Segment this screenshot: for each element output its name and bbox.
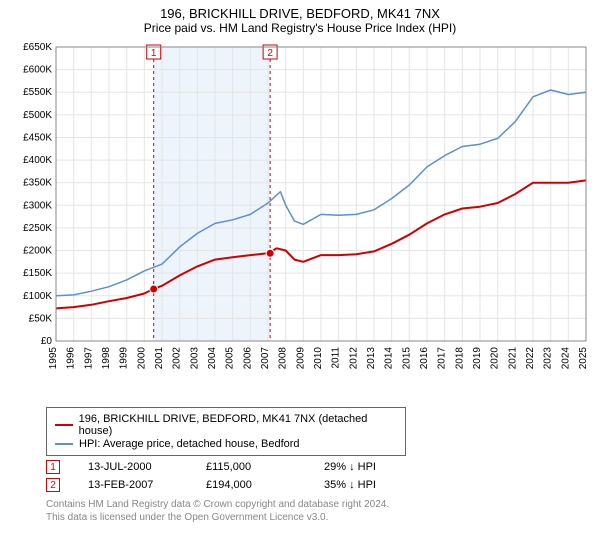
svg-text:2012: 2012	[348, 347, 359, 370]
svg-text:2009: 2009	[295, 347, 306, 370]
marker-table: 1 13-JUL-2000 £115,000 29% ↓ HPI 2 13-FE…	[46, 460, 590, 492]
svg-text:2001: 2001	[154, 347, 165, 370]
marker-price-2: £194,000	[206, 479, 296, 491]
svg-text:2023: 2023	[543, 347, 554, 370]
legend-label-property: 196, BRICKHILL DRIVE, BEDFORD, MK41 7NX …	[79, 413, 397, 437]
marker-delta-1: 29% ↓ HPI	[324, 461, 414, 473]
svg-text:2: 2	[267, 48, 273, 59]
svg-text:2014: 2014	[384, 347, 395, 370]
svg-text:1: 1	[151, 48, 157, 59]
chart-subtitle: Price paid vs. HM Land Registry's House …	[10, 21, 590, 35]
svg-text:2005: 2005	[225, 347, 236, 370]
chart-area: £0 £50K £100K £150K £200K £250K £300K £350K £400…	[10, 41, 590, 401]
svg-text:£500K: £500K	[23, 110, 52, 121]
svg-text:£550K: £550K	[23, 87, 52, 98]
footer-line2: This data is licensed under the Open Gov…	[46, 511, 590, 524]
legend-item-property: 196, BRICKHILL DRIVE, BEDFORD, MK41 7NX …	[55, 413, 397, 437]
svg-text:2006: 2006	[242, 347, 253, 370]
chart-title: 196, BRICKHILL DRIVE, BEDFORD, MK41 7NX	[10, 6, 590, 21]
legend-swatch-property	[55, 424, 73, 426]
footer: Contains HM Land Registry data © Crown c…	[46, 498, 590, 524]
svg-text:1996: 1996	[66, 347, 77, 370]
svg-text:2000: 2000	[136, 347, 147, 370]
svg-text:1995: 1995	[48, 347, 59, 370]
svg-text:£200K: £200K	[23, 246, 52, 257]
marker-date-2: 13-FEB-2007	[88, 479, 178, 491]
marker-row-1: 1 13-JUL-2000 £115,000 29% ↓ HPI	[46, 460, 590, 474]
svg-text:2015: 2015	[401, 347, 412, 370]
legend-item-hpi: HPI: Average price, detached house, Bedf…	[55, 438, 397, 450]
svg-text:2018: 2018	[454, 347, 465, 370]
chart-svg: £0 £50K £100K £150K £200K £250K £300K £350K £400…	[10, 41, 590, 401]
marker-delta-2: 35% ↓ HPI	[324, 479, 414, 491]
svg-text:2021: 2021	[507, 347, 518, 370]
svg-text:2010: 2010	[313, 347, 324, 370]
svg-text:2011: 2011	[331, 347, 342, 369]
legend: 196, BRICKHILL DRIVE, BEDFORD, MK41 7NX …	[46, 407, 406, 456]
svg-text:2019: 2019	[472, 347, 483, 370]
svg-text:2003: 2003	[189, 347, 200, 370]
svg-text:2017: 2017	[437, 347, 448, 370]
svg-text:1997: 1997	[83, 347, 94, 370]
svg-text:£450K: £450K	[23, 132, 52, 143]
svg-text:£250K: £250K	[23, 223, 52, 234]
legend-swatch-hpi	[55, 443, 73, 445]
svg-text:2024: 2024	[560, 347, 571, 370]
svg-text:2025: 2025	[578, 347, 589, 370]
svg-text:£150K: £150K	[23, 268, 52, 279]
svg-text:2022: 2022	[525, 347, 536, 370]
svg-text:£50K: £50K	[29, 313, 53, 324]
svg-text:2016: 2016	[419, 347, 430, 370]
svg-text:£400K: £400K	[23, 155, 52, 166]
svg-text:2007: 2007	[260, 347, 271, 370]
svg-text:2002: 2002	[172, 347, 183, 370]
svg-text:£100K: £100K	[23, 291, 52, 302]
marker-row-2: 2 13-FEB-2007 £194,000 35% ↓ HPI	[46, 478, 590, 492]
marker-num-1: 1	[46, 460, 60, 474]
legend-label-hpi: HPI: Average price, detached house, Bedf…	[79, 438, 300, 450]
svg-text:1998: 1998	[101, 347, 112, 370]
marker-num-2: 2	[46, 478, 60, 492]
svg-text:1999: 1999	[119, 347, 130, 370]
svg-text:£300K: £300K	[23, 200, 52, 211]
marker-price-1: £115,000	[206, 461, 296, 473]
svg-text:2008: 2008	[278, 347, 289, 370]
svg-text:£350K: £350K	[23, 178, 52, 189]
svg-text:2013: 2013	[366, 347, 377, 370]
svg-text:£0: £0	[41, 336, 53, 347]
svg-text:2004: 2004	[207, 347, 218, 370]
svg-text:£600K: £600K	[23, 65, 52, 76]
svg-text:£650K: £650K	[23, 42, 52, 53]
footer-line1: Contains HM Land Registry data © Crown c…	[46, 498, 590, 511]
marker-date-1: 13-JUL-2000	[88, 461, 178, 473]
svg-text:2020: 2020	[490, 347, 501, 370]
